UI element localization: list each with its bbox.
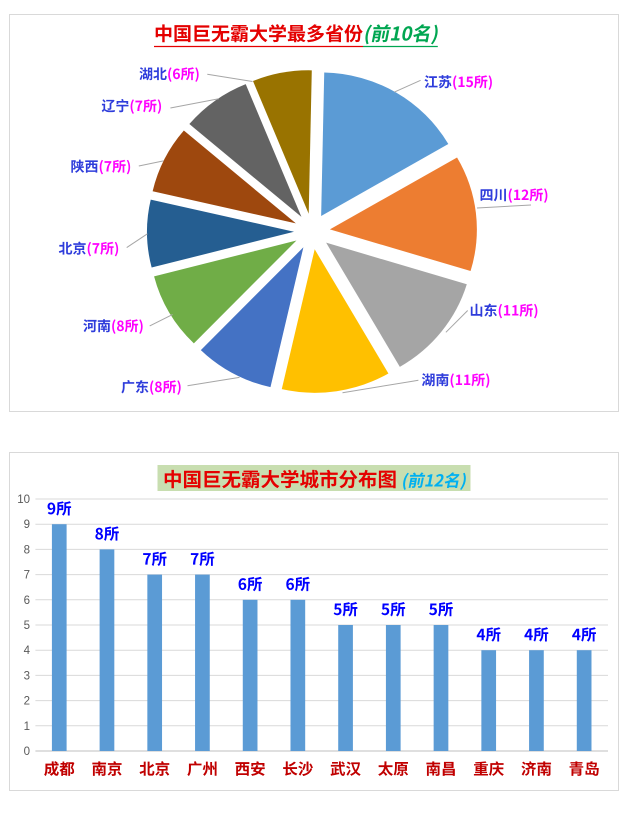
svg-text:3: 3	[24, 670, 30, 682]
svg-text:1: 1	[24, 721, 30, 733]
svg-text:0: 0	[24, 746, 30, 758]
svg-text:9: 9	[24, 519, 30, 531]
svg-text:4: 4	[24, 645, 31, 657]
svg-text:7: 7	[24, 570, 30, 582]
svg-text:6: 6	[24, 595, 30, 607]
svg-text:5: 5	[24, 620, 30, 632]
svg-text:2: 2	[24, 696, 30, 708]
svg-text:8: 8	[24, 544, 30, 556]
svg-text:10: 10	[17, 494, 30, 506]
